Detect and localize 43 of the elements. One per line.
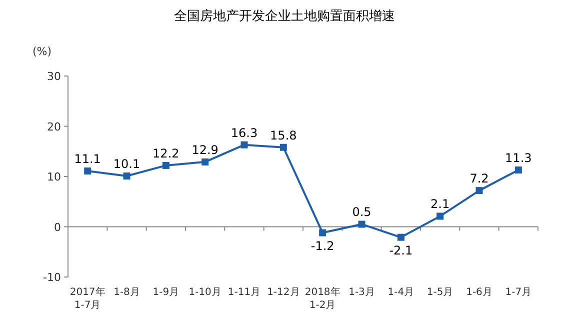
data-label: 12.2 <box>152 146 180 160</box>
data-label: -2.1 <box>389 243 413 258</box>
data-label: 11.3 <box>505 150 532 165</box>
x-tick-label: 1-8月 <box>114 287 140 298</box>
point <box>280 144 287 151</box>
x-tick-label: 1-5月 <box>426 287 454 298</box>
x-tick-label: 1-10月 <box>188 287 222 298</box>
point <box>202 158 209 166</box>
point <box>162 162 170 169</box>
y-tick-label: 10 <box>47 170 61 184</box>
data-label: 0.5 <box>352 205 372 220</box>
y-tick-label: 0 <box>54 220 61 234</box>
point <box>397 234 404 241</box>
data-label: 12.9 <box>192 142 218 157</box>
point <box>476 187 483 194</box>
x-tick-label: 2017年 1-7月 <box>70 286 106 311</box>
point <box>84 167 92 174</box>
point <box>436 212 444 220</box>
data-label: -1.2 <box>310 238 334 253</box>
x-tick-label: 1-6月 <box>466 287 492 298</box>
point <box>240 141 248 148</box>
x-tick-label: 1-3月 <box>348 287 375 298</box>
point <box>358 220 366 228</box>
x-tick-label: 1-11月 <box>228 287 261 298</box>
y-tick-label: -10 <box>43 271 61 284</box>
x-tick-label: 1-7月 <box>505 287 532 298</box>
x-tick-label: 2018年 1-2月 <box>304 286 340 311</box>
data-label: 7.2 <box>470 172 489 186</box>
point <box>123 172 130 180</box>
y-tick-label: 30 <box>47 70 61 83</box>
x-tick-label: 1-12月 <box>267 287 300 298</box>
data-label: 2.1 <box>430 197 450 212</box>
chart-title: 全国房地产开发企业土地购置面积增速 <box>174 8 395 24</box>
data-label: 10.1 <box>113 156 140 171</box>
data-label: 11.1 <box>74 152 101 166</box>
point <box>319 229 326 236</box>
data-label: 16.3 <box>230 126 258 140</box>
x-tick-label: 1-9月 <box>152 287 180 298</box>
x-tick-label: 1-4月 <box>388 287 414 298</box>
y-axis-title: (%) <box>32 45 52 58</box>
y-tick-label: 20 <box>47 120 61 134</box>
point <box>514 166 522 174</box>
data-label: 15.8 <box>270 128 297 142</box>
